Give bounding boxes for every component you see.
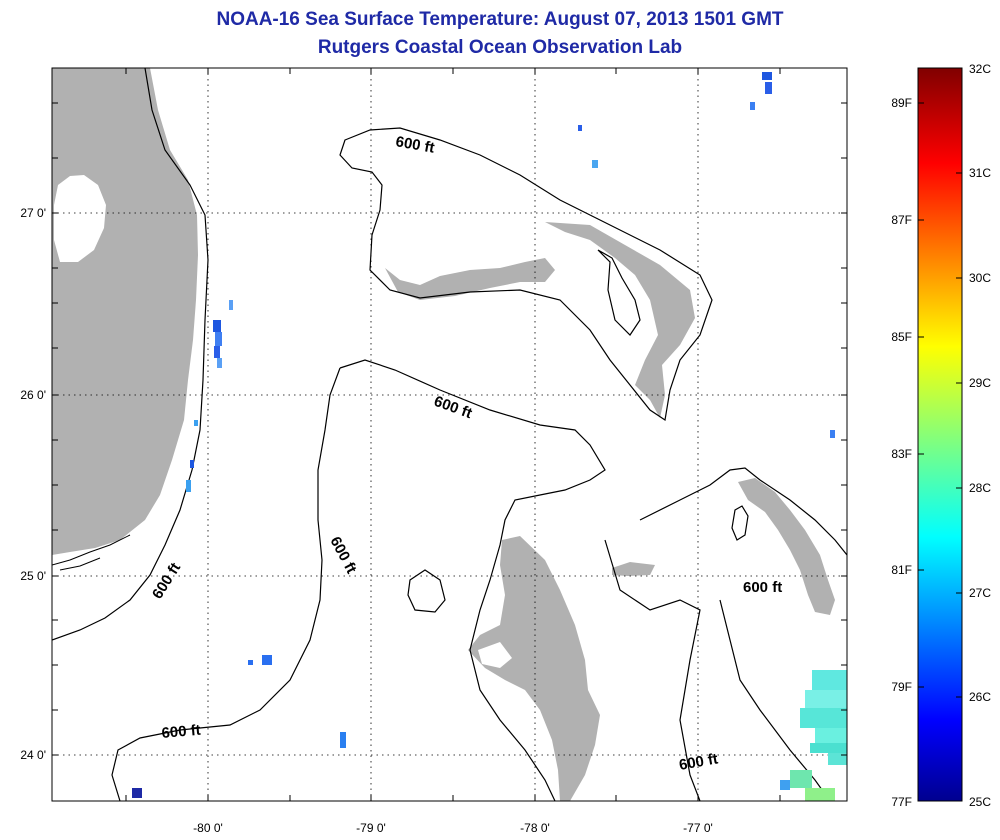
lon-label: -77 0' — [683, 821, 713, 835]
graticule — [52, 68, 847, 801]
sst-pixels — [132, 72, 847, 801]
lat-label: 27 0' — [20, 206, 46, 220]
contour-great-bahama-bank-edge — [111, 367, 341, 801]
depth-contours — [52, 68, 847, 801]
colorbar-f-label: 85F — [891, 330, 912, 344]
colorbar-f-label: 87F — [891, 213, 912, 227]
colorbar-c-label: 31C — [969, 166, 991, 180]
lat-label: 26 0' — [20, 388, 46, 402]
contour-seamount — [407, 569, 446, 613]
contour-great-bahama-bank-west — [339, 359, 606, 801]
colorbar: 89F 87F 85F 83F 81F 79F 77F 32C 31C 30C … — [891, 62, 991, 809]
new-providence-island — [612, 562, 655, 576]
lon-label: -79 0' — [356, 821, 386, 835]
colorbar-f-label: 81F — [891, 563, 912, 577]
colorbar-c-label: 27C — [969, 586, 991, 600]
map-frame — [51, 67, 848, 802]
colorbar-c-label: 28C — [969, 481, 991, 495]
map-ticks — [52, 68, 847, 801]
colorbar-c-label: 30C — [969, 271, 991, 285]
contour-label: 600 ft — [394, 133, 436, 157]
contour-label: 600 ft — [161, 722, 202, 742]
grand-bahama-island — [385, 258, 555, 300]
lon-label: -78 0' — [520, 821, 550, 835]
andros-island — [468, 536, 600, 801]
contour-eleuthera-lake — [731, 505, 749, 541]
contour-label: 600 ft — [678, 750, 720, 774]
map-subtitle: Rutgers Coastal Ocean Observation Lab — [317, 37, 683, 58]
contour-florida-shelf — [52, 68, 209, 641]
lat-label: 24 0' — [20, 748, 46, 762]
colorbar-f-label: 89F — [891, 96, 912, 110]
florida-keys — [52, 534, 131, 571]
colorbar-f-label: 77F — [891, 795, 912, 809]
contour-abaco-inner — [597, 249, 641, 336]
contour-label: 600 ft — [743, 579, 782, 596]
colorbar-f-label: 83F — [891, 447, 912, 461]
colorbar-f-label: 79F — [891, 680, 912, 694]
contour-little-bahama-bank — [339, 127, 713, 422]
lake-okeechobee — [54, 175, 106, 262]
colorbar-c-label: 25C — [969, 795, 991, 809]
abaco-island — [545, 222, 695, 418]
colorbar-c-label: 26C — [969, 690, 991, 704]
colorbar-gradient — [917, 67, 963, 802]
eleuthera-island — [738, 478, 835, 615]
map-area: 600 ft 600 ft 600 ft 600 ft 600 ft 600 f… — [52, 68, 847, 801]
lat-label: 25 0' — [20, 569, 46, 583]
lon-label: -80 0' — [193, 821, 223, 835]
contour-tongue-of-ocean — [604, 467, 847, 801]
andros-lake — [478, 642, 512, 668]
map-title: NOAA-16 Sea Surface Temperature: August … — [216, 9, 784, 30]
colorbar-c-label: 29C — [969, 376, 991, 390]
colorbar-c-label: 32C — [969, 62, 991, 76]
